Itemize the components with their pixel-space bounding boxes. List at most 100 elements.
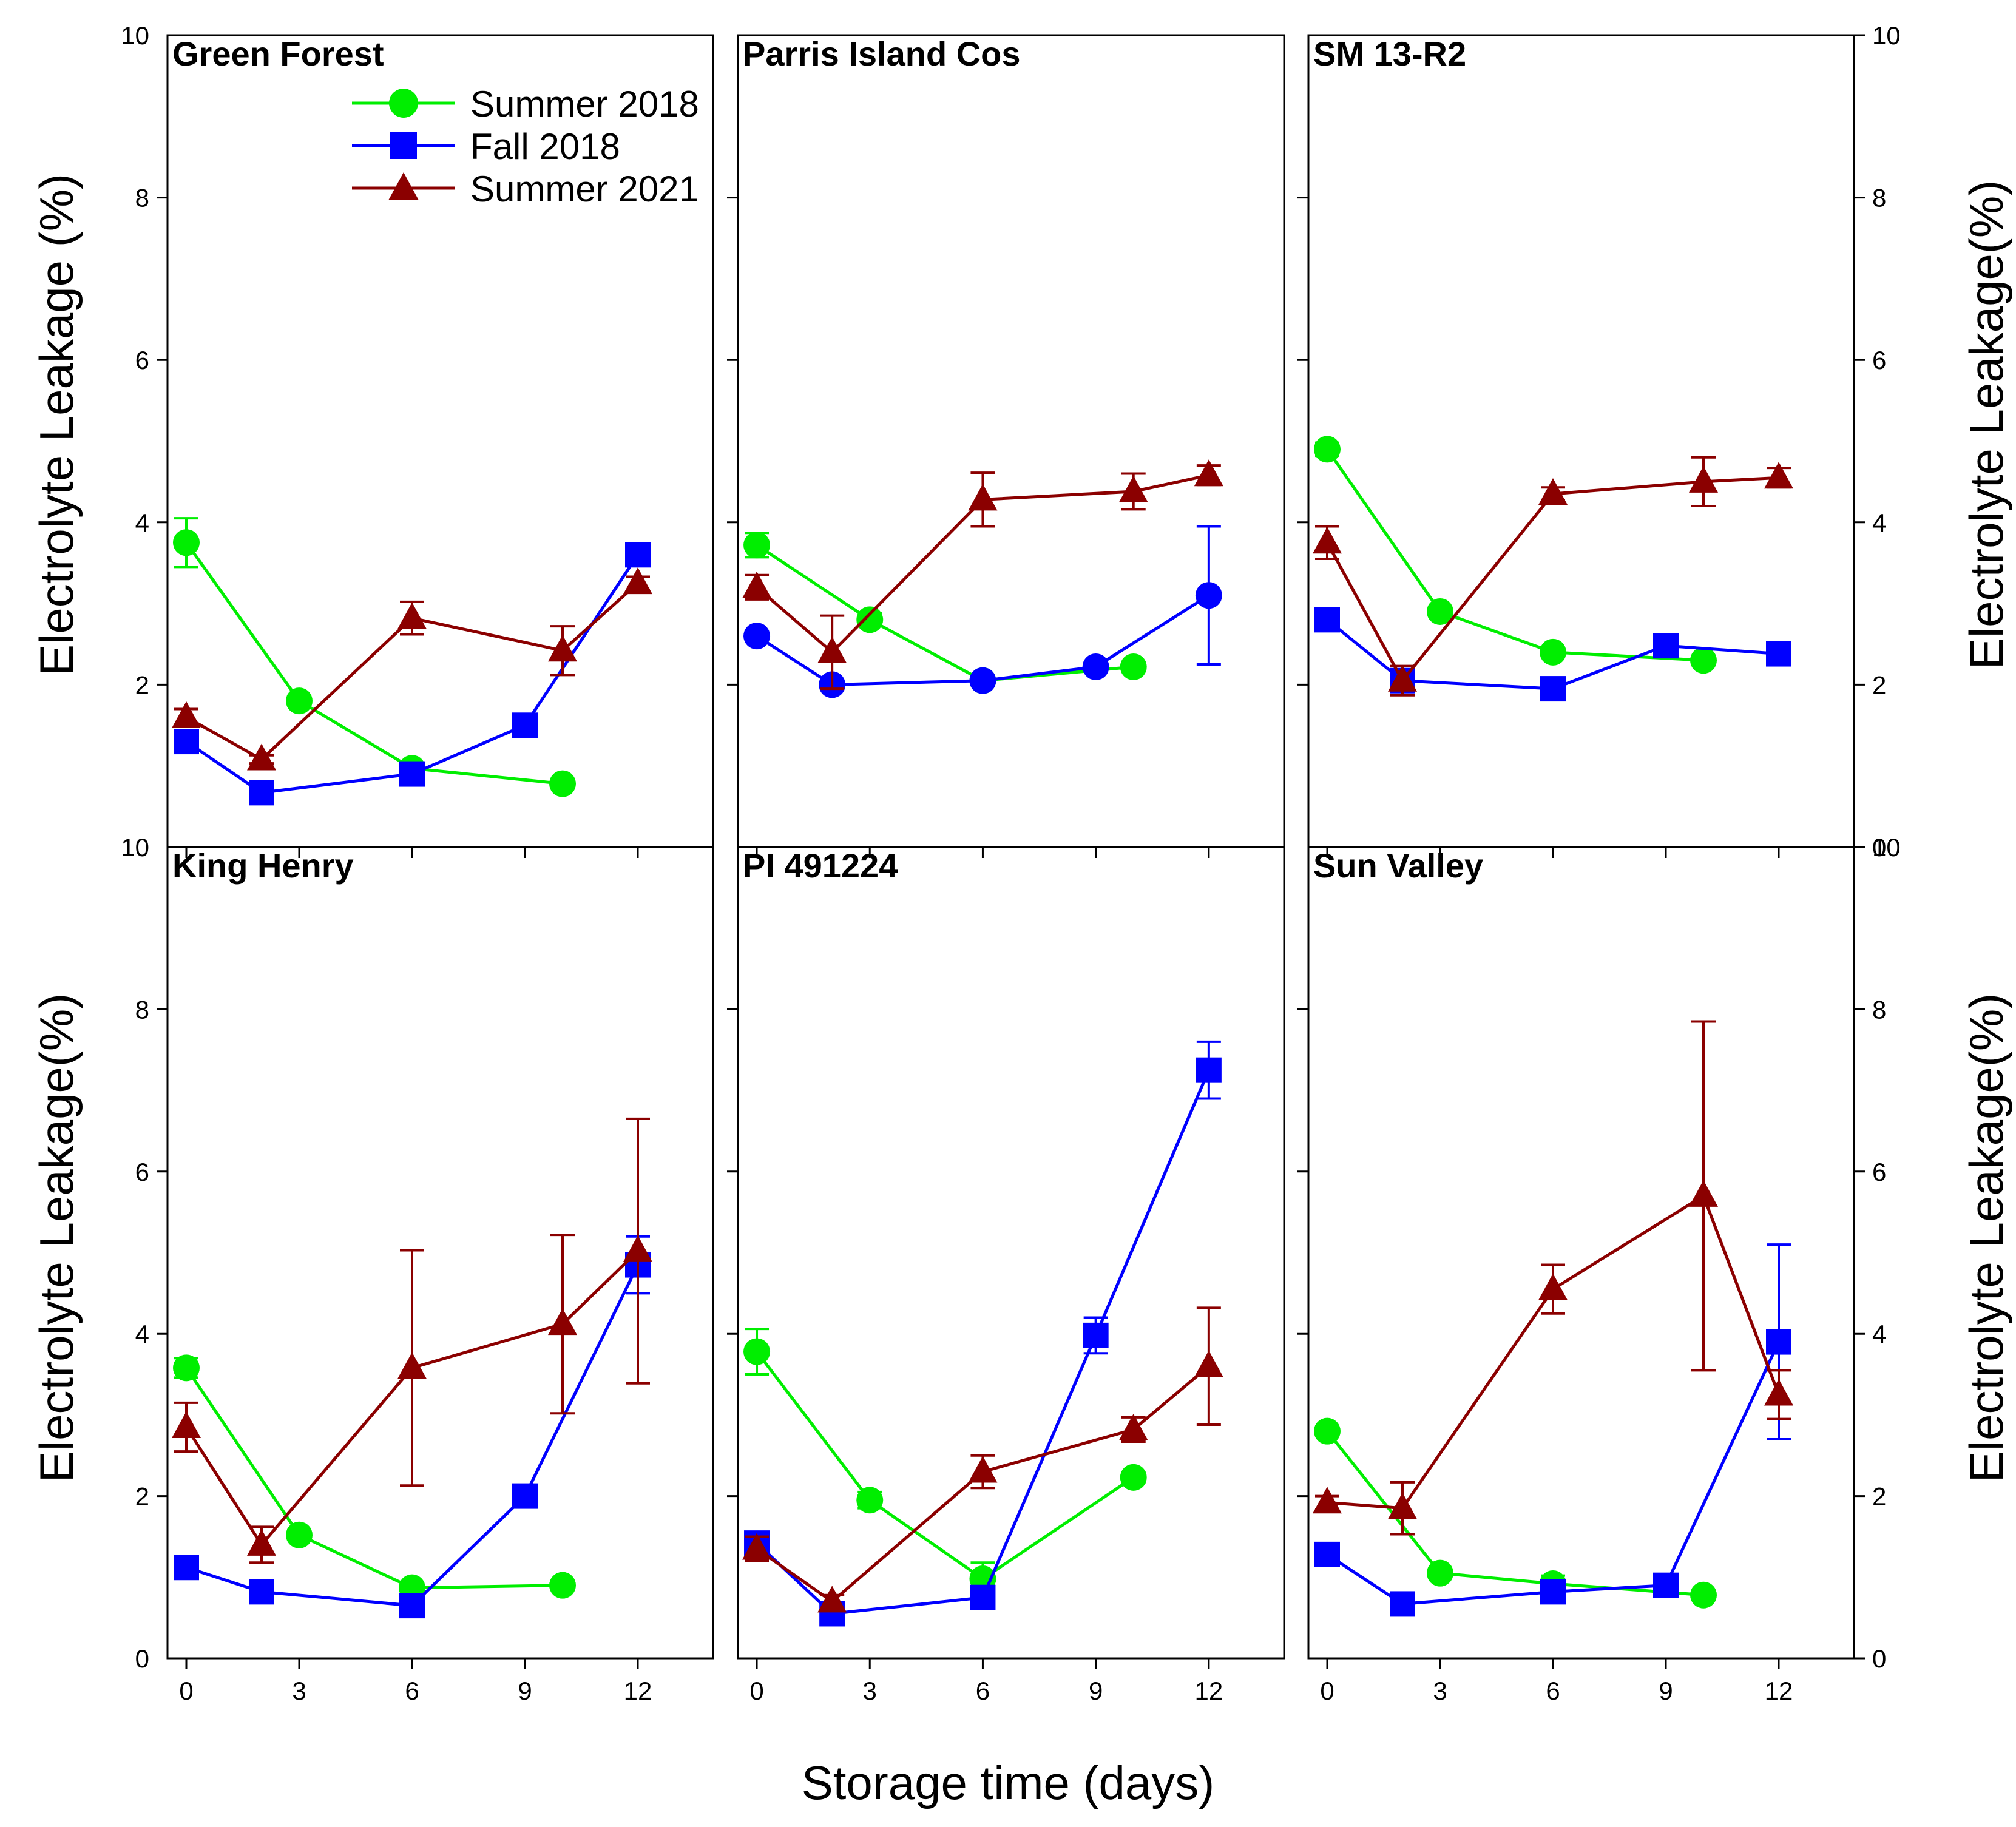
y-tick-label-right: 4 [1872,508,1886,537]
y-tick-label: 2 [135,1482,149,1511]
data-point-circle [173,529,200,556]
series-line [1326,1341,1781,1606]
series-summer-2018 [1314,436,1717,674]
data-point-triangle [1313,1487,1342,1514]
panel-title: SM 13-R2 [1313,35,1466,73]
data-point-circle [549,770,576,797]
y-tick-label-right: 6 [1872,1158,1886,1186]
y-axis-title-left-top: Electrolyte Leakage (%) [30,174,83,676]
data-point-square [625,542,651,568]
data-point-circle [1540,638,1566,666]
data-point-square [1540,676,1566,702]
series-fall-2018 [1314,1243,1791,1617]
x-tick-label: 9 [1089,1677,1103,1705]
x-tick-label: 6 [405,1677,419,1705]
data-point-triangle [742,1533,772,1560]
data-point-circle [1690,647,1717,674]
data-point-triangle [1118,475,1148,502]
data-point-square [249,1579,274,1605]
data-point-square [512,1483,538,1509]
data-point-triangle [1388,1492,1417,1519]
panel-title: Green Forest [172,35,384,73]
data-point-circle [286,687,313,715]
panel-title: Sun Valley [1313,846,1483,885]
panel-pi-491224: 0 3 6 9 12 PI 491224 [727,846,1285,1705]
data-point-square [249,780,274,806]
data-point-circle [549,1572,576,1599]
data-point-triangle [172,1411,201,1438]
data-point-square [1390,1591,1415,1617]
y-tick-label-right: 2 [1872,1482,1886,1511]
series-fall-2018 [174,1235,651,1619]
y-tick-label: 6 [135,346,149,374]
panel-frame [1307,34,1855,848]
data-point-circle [1427,598,1453,625]
data-point-triangle [247,1528,276,1556]
data-point-triangle [1689,1180,1718,1207]
data-point-triangle [548,1308,577,1336]
data-point-circle [1195,582,1222,609]
x-axis-title: Storage time (days) [802,1756,1215,1809]
panel-frame [166,846,714,1660]
data-point-triangle [1689,465,1718,493]
legend-triangle-marker [388,172,419,200]
series-line [756,544,1134,683]
series-summer-2021 [172,1117,652,1564]
panel-parris-island-cos: Parris Island Cos [727,34,1285,858]
x-tick-label: 9 [518,1677,532,1705]
x-tick-label: 0 [179,1677,193,1705]
y-axis-title-left-bottom: Electrolyte Leakage(%) [30,993,83,1482]
series-summer-2018 [743,532,1147,694]
data-point-triangle [968,1456,998,1483]
data-point-circle [743,532,771,559]
x-tick-label: 0 [1320,1677,1334,1705]
data-point-triangle [1764,462,1793,489]
y-tick-label-right: 8 [1872,184,1886,212]
data-point-triangle [397,1352,427,1379]
y-tick-label: 4 [135,508,149,537]
legend-label: Summer 2021 [470,169,699,209]
y-tick-label-right: 0 [1872,1644,1886,1673]
panel-frame [737,846,1285,1660]
series-summer-2018 [743,1328,1147,1596]
data-point-triangle [1764,1379,1793,1406]
panel-sm-13-r2: 0 2 4 6 8 10 SM 13-R2 [1297,21,1901,862]
y-tick-label: 8 [135,184,149,212]
y-tick-label: 8 [135,995,149,1024]
data-point-triangle [172,701,201,728]
data-point-square [174,729,199,755]
series-line [184,1366,563,1590]
data-point-square [1196,1057,1222,1083]
x-tick-label: 12 [1765,1677,1793,1705]
data-point-square [1083,1322,1109,1348]
data-point-circle [1427,1559,1453,1587]
data-point-triangle [968,484,998,511]
y-tick-label-right: 10 [1872,833,1901,862]
y-tick-label-right: 10 [1872,21,1901,50]
y-tick-label-right: 2 [1872,670,1886,699]
data-point-circle [286,1521,313,1548]
legend-circle-marker [389,89,418,118]
series-line [1326,1430,1704,1597]
data-point-circle [173,1354,200,1382]
legend-square-marker [390,132,417,159]
x-tick-label: 6 [1546,1677,1560,1705]
x-tick-label: 3 [863,1677,877,1705]
series-line [756,1351,1135,1581]
data-point-square [1314,607,1340,633]
data-point-triangle [817,1586,847,1613]
y-tick-label: 6 [135,1158,149,1186]
series-summer-2021 [1313,456,1793,697]
series-fall-2018 [1314,607,1791,702]
series-summer-2021 [742,1306,1223,1613]
series-line [1327,1194,1781,1510]
series-fall-2018 [744,1040,1222,1627]
y-tick-label: 0 [135,1644,149,1673]
data-point-circle [856,1487,884,1514]
legend-label: Fall 2018 [470,126,620,167]
series-fall-2018 [174,542,651,806]
data-point-square [1653,633,1679,659]
data-point-square [174,1555,199,1581]
data-point-square [512,712,538,738]
